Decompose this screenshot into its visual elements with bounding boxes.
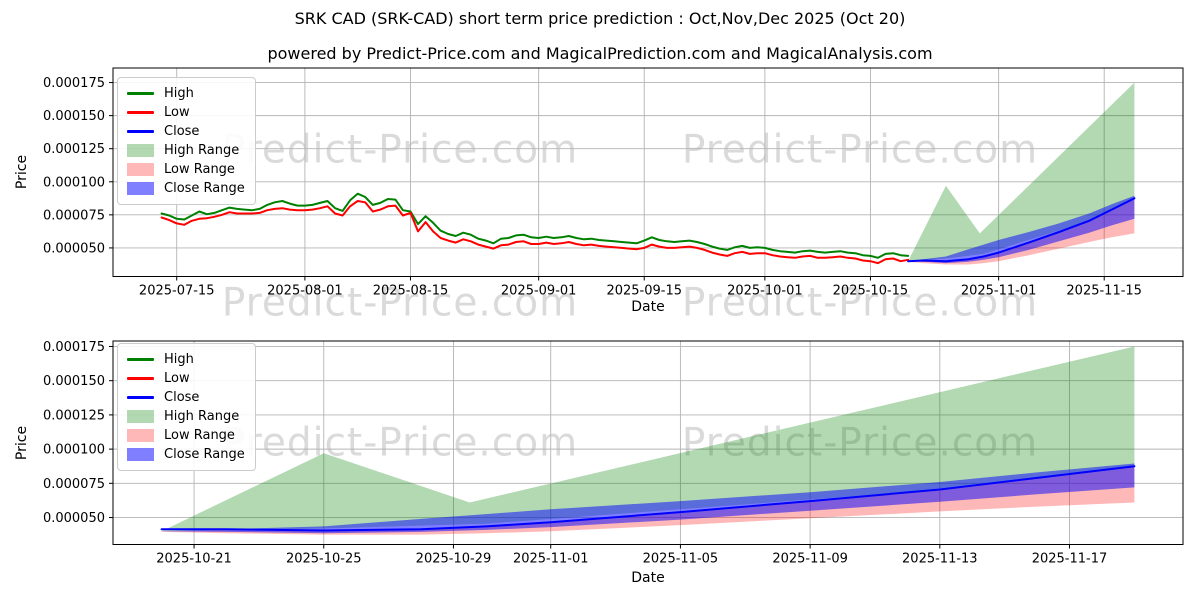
close-swatch-icon <box>127 396 154 399</box>
low-range-swatch-icon <box>127 163 154 176</box>
legend-item-low-range: Low Range <box>127 160 245 179</box>
legend-item-high-range: High Range <box>127 407 245 426</box>
svg-text:2025-11-01: 2025-11-01 <box>961 284 1037 299</box>
legend-label: Close Range <box>164 447 245 462</box>
svg-text:2025-08-15: 2025-08-15 <box>373 284 449 299</box>
legend-label: Low Range <box>164 162 235 177</box>
high-swatch-icon <box>127 358 154 361</box>
svg-text:2025-11-09: 2025-11-09 <box>772 552 848 567</box>
legend-item-low-range: Low Range <box>127 426 245 445</box>
svg-text:2025-11-01: 2025-11-01 <box>513 552 589 567</box>
legend-label: Close <box>164 124 200 139</box>
svg-text:0.000125: 0.000125 <box>43 408 105 423</box>
legend-item-low: Low <box>127 369 245 388</box>
svg-text:0.000150: 0.000150 <box>43 374 105 389</box>
watermark-text: Predict-Price.com <box>681 127 1039 173</box>
legend-label: High <box>164 86 194 101</box>
svg-text:0.000075: 0.000075 <box>43 208 105 223</box>
x-axis-label-top-chart: Date <box>631 299 665 315</box>
legend-item-high: High <box>127 350 245 369</box>
legend-label: High Range <box>164 143 240 158</box>
page-title: SRK CAD (SRK-CAD) short term price predi… <box>294 9 906 28</box>
svg-text:2025-10-25: 2025-10-25 <box>286 552 362 567</box>
close-swatch-icon <box>127 130 154 133</box>
svg-text:2025-10-21: 2025-10-21 <box>156 552 232 567</box>
legend-label: Low Range <box>164 428 235 443</box>
high-range-swatch-icon <box>127 144 154 157</box>
svg-text:2025-11-05: 2025-11-05 <box>643 552 719 567</box>
svg-text:2025-11-13: 2025-11-13 <box>902 552 978 567</box>
watermark-text: Predict-Price.com <box>682 421 1038 466</box>
legend-label: High Range <box>164 409 240 424</box>
legend-label: Low <box>164 105 190 120</box>
svg-text:2025-10-01: 2025-10-01 <box>727 284 803 299</box>
low-range-swatch-icon <box>127 429 154 442</box>
legend-item-close: Close <box>127 122 245 141</box>
legend-label: Close <box>164 390 200 405</box>
legend-item-close: Close <box>127 388 245 407</box>
legend-label: Close Range <box>164 181 245 196</box>
legend-bottom-chart: High Low Close High Range Low Range Close Ran… <box>117 343 256 471</box>
svg-text:0.000100: 0.000100 <box>43 175 105 190</box>
legend-item-close-range: Close Range <box>127 179 245 198</box>
low-swatch-icon <box>127 377 154 380</box>
svg-text:0.000100: 0.000100 <box>43 443 105 458</box>
legend-item-low: Low <box>127 103 245 122</box>
svg-text:0.000050: 0.000050 <box>43 241 105 256</box>
svg-text:2025-11-15: 2025-11-15 <box>1066 284 1142 299</box>
watermark-text: Predict-Price.com <box>221 127 579 173</box>
y-axis-label-bottom-chart: Price <box>14 425 30 461</box>
svg-text:0.000175: 0.000175 <box>43 340 105 355</box>
legend-top-chart: High Low Close High Range Low Range Close Ran… <box>117 77 256 205</box>
svg-text:2025-11-17: 2025-11-17 <box>1032 552 1108 567</box>
svg-text:2025-09-15: 2025-09-15 <box>606 284 682 299</box>
svg-text:0.000150: 0.000150 <box>43 109 105 124</box>
page-subtitle: powered by Predict-Price.com and Magical… <box>267 44 933 63</box>
watermark-text: Predict-Price.com <box>681 280 1039 326</box>
y-axis-label-top-chart: Price <box>14 154 30 190</box>
svg-text:2025-09-01: 2025-09-01 <box>501 284 577 299</box>
svg-text:0.000075: 0.000075 <box>43 477 105 492</box>
svg-text:2025-07-15: 2025-07-15 <box>139 284 215 299</box>
svg-text:2025-10-29: 2025-10-29 <box>416 552 492 567</box>
svg-text:0.000175: 0.000175 <box>43 76 105 91</box>
high-range-swatch-icon <box>127 410 154 423</box>
svg-text:2025-08-01: 2025-08-01 <box>267 284 343 299</box>
x-axis-label-bottom-chart: Date <box>631 570 665 586</box>
svg-text:2025-10-15: 2025-10-15 <box>833 284 909 299</box>
watermark-text: Predict-Price.com <box>221 420 579 466</box>
svg-text:0.000125: 0.000125 <box>43 142 105 157</box>
close-range-swatch-icon <box>127 448 154 461</box>
svg-text:0.000050: 0.000050 <box>43 511 105 526</box>
legend-item-close-range: Close Range <box>127 445 245 464</box>
legend-item-high-range: High Range <box>127 141 245 160</box>
low-swatch-icon <box>127 111 154 114</box>
legend-label: High <box>164 352 194 367</box>
legend-item-high: High <box>127 84 245 103</box>
watermark-text: Predict-Price.com <box>221 280 579 326</box>
legend-label: Low <box>164 371 190 386</box>
high-swatch-icon <box>127 92 154 95</box>
close-range-swatch-icon <box>127 182 154 195</box>
